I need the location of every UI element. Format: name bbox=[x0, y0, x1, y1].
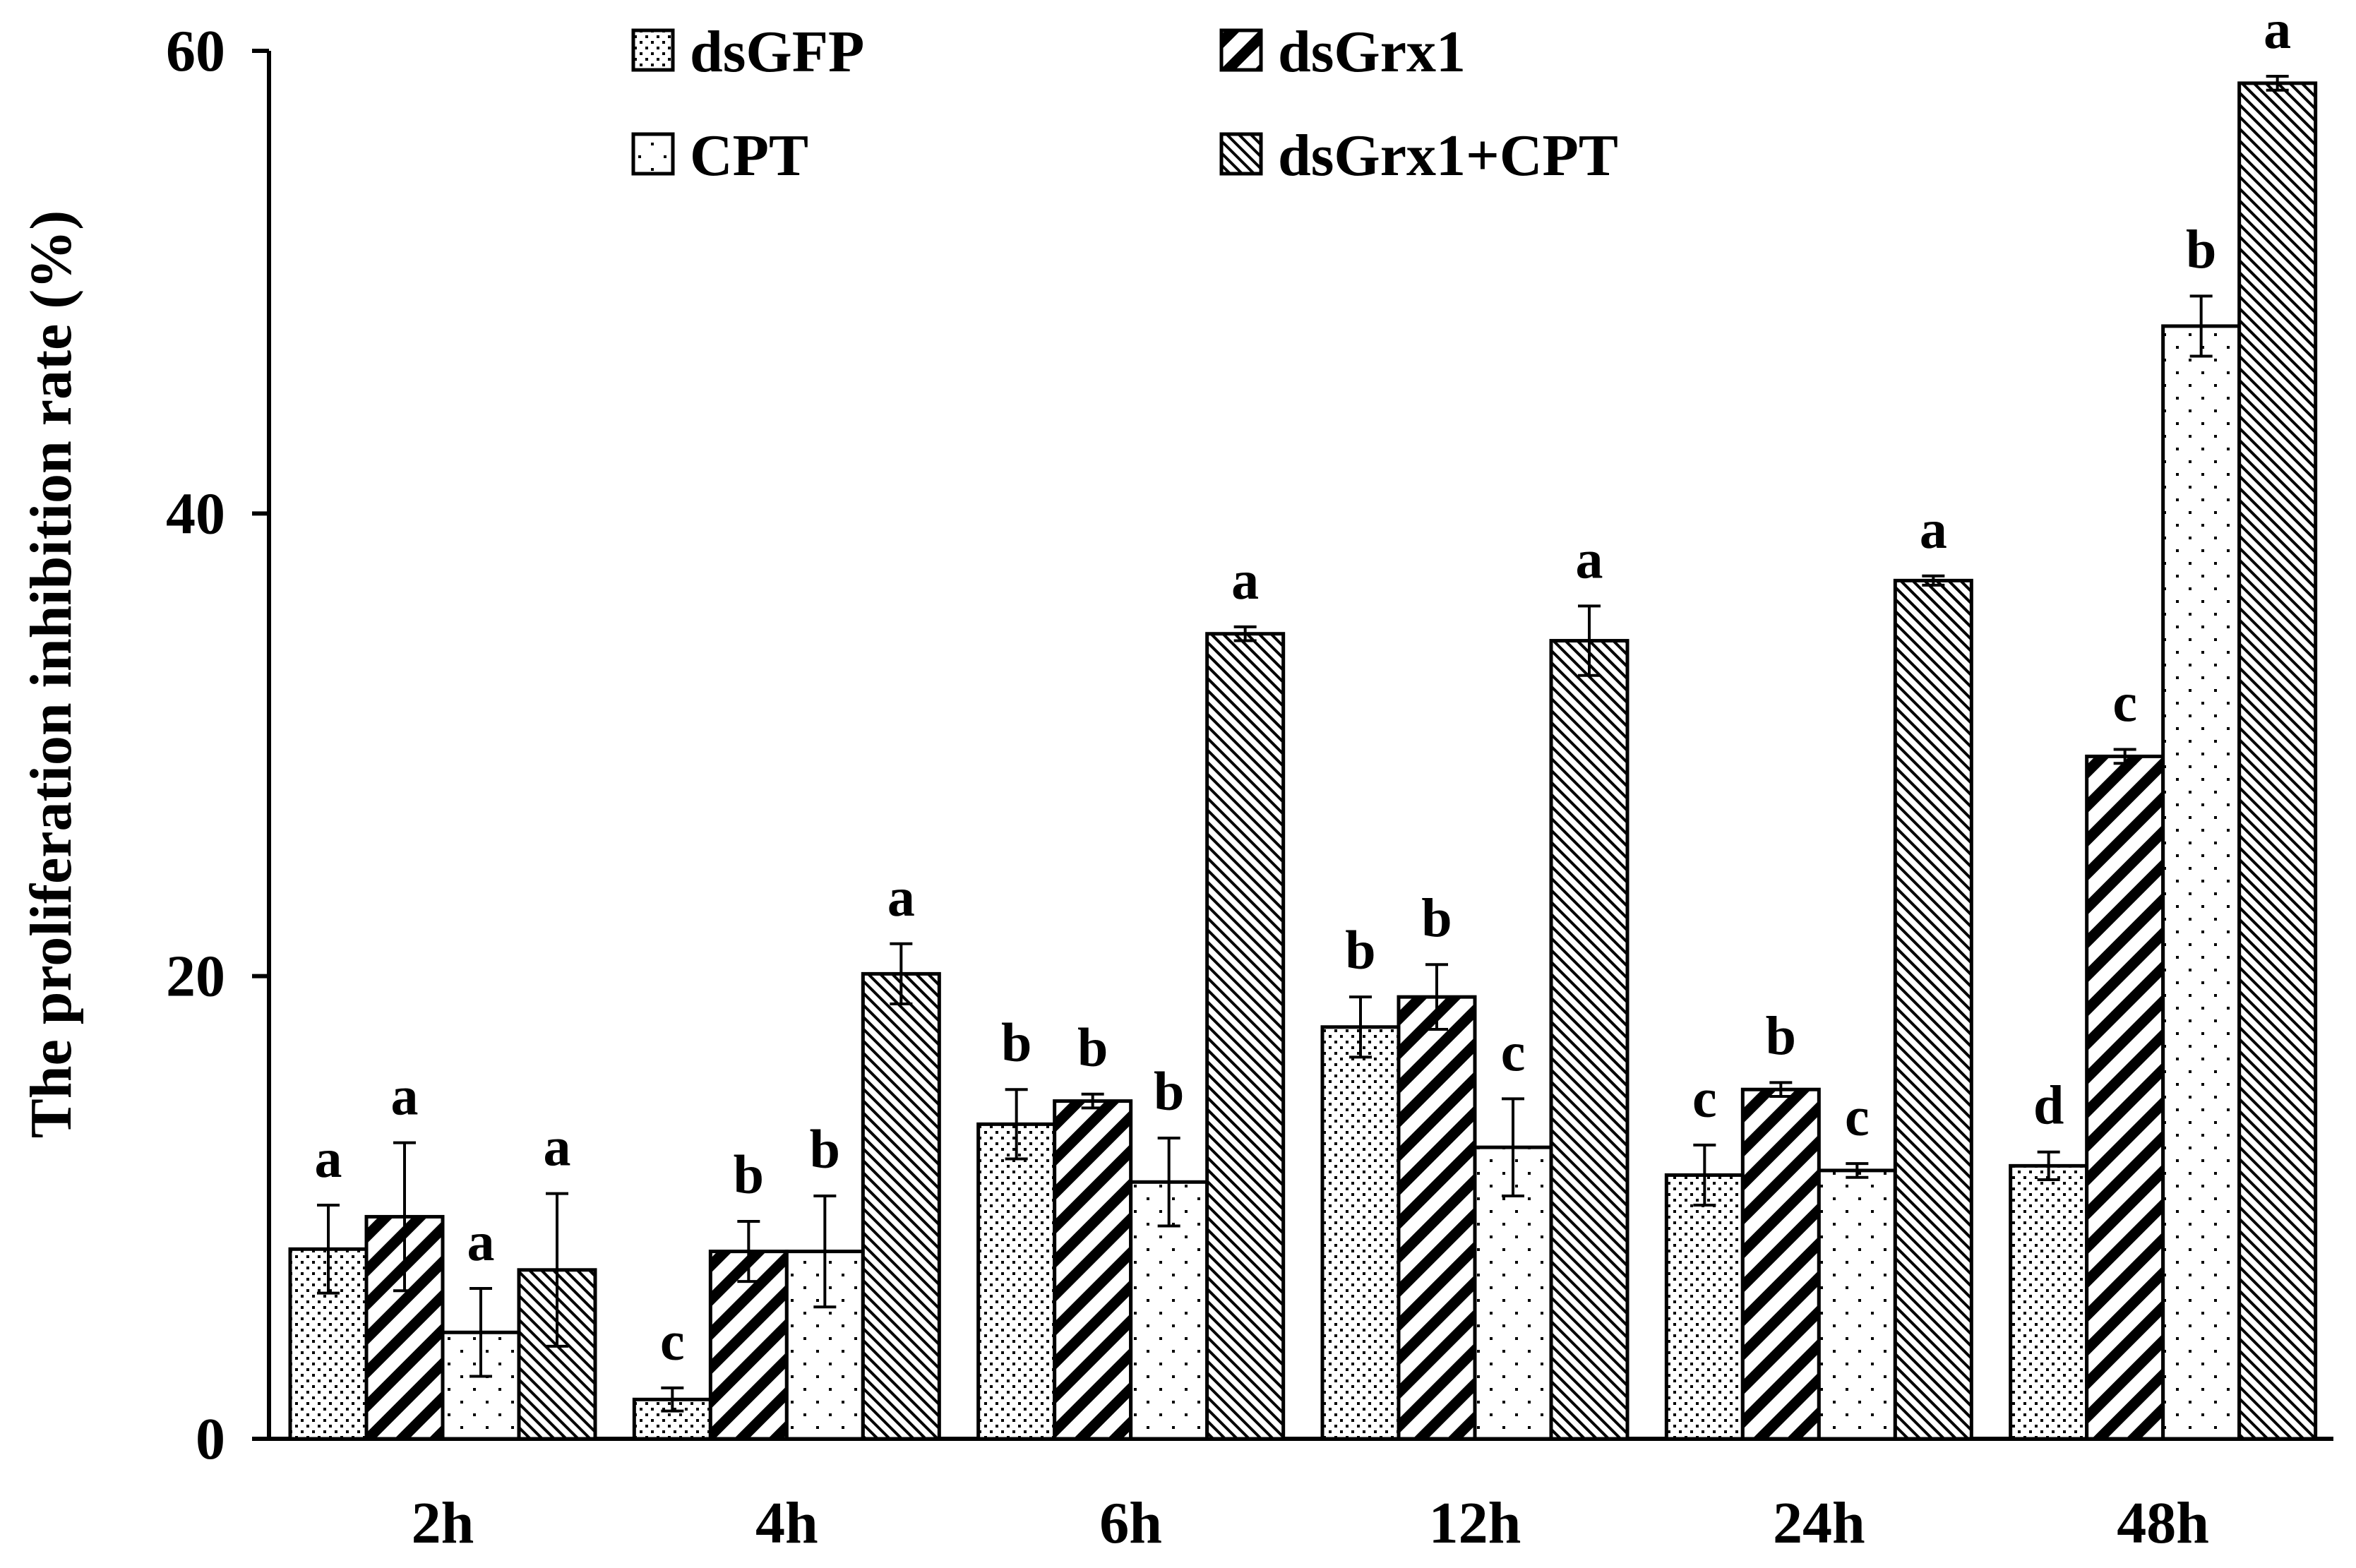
legend-label: dsGrx1 bbox=[1278, 19, 1466, 85]
legend-swatch bbox=[1219, 28, 1263, 72]
significance-letter: b bbox=[1077, 1017, 1108, 1078]
y-tick-label: 60 bbox=[166, 18, 225, 84]
bar-dsGrx1-12h bbox=[1397, 995, 1477, 1441]
significance-letter: b bbox=[810, 1118, 840, 1180]
x-tick-label: 4h bbox=[755, 1490, 818, 1556]
bar-dsGrx1+CPT-4h bbox=[861, 971, 941, 1441]
significance-letter: a bbox=[1920, 498, 1947, 560]
significance-letter: b bbox=[1421, 887, 1452, 948]
bar-dsGrx1-24h bbox=[1740, 1087, 1821, 1441]
significance-letter: c bbox=[2112, 672, 2137, 734]
significance-letter: a bbox=[1231, 549, 1259, 611]
bar-dsGrx1+CPT-24h bbox=[1893, 578, 1973, 1441]
legend-item-dsGrx1+CPT: dsGrx1+CPT bbox=[1219, 123, 1618, 188]
significance-letter: b bbox=[734, 1144, 764, 1205]
legend: dsGFP dsGrx1 CPT dsGrx1+CPT bbox=[631, 19, 1618, 188]
significance-letter: d bbox=[2033, 1075, 2064, 1136]
bar-group-48h: d c b a bbox=[2009, 0, 2318, 1441]
significance-letter: c bbox=[1845, 1086, 1870, 1147]
bar-group-12h: bb c a bbox=[1320, 528, 1630, 1441]
significance-letter: a bbox=[467, 1211, 495, 1272]
x-tick-label: 24h bbox=[1773, 1490, 1865, 1556]
significance-letter: c bbox=[1501, 1021, 1526, 1082]
significance-letter: a bbox=[544, 1116, 571, 1178]
y-tick-label: 0 bbox=[196, 1406, 225, 1472]
legend-item-dsGrx1: dsGrx1 bbox=[1219, 19, 1466, 85]
significance-letter: a bbox=[391, 1065, 419, 1127]
legend-swatch bbox=[631, 132, 675, 176]
legend-item-CPT: CPT bbox=[631, 123, 808, 188]
legend-swatch bbox=[631, 28, 675, 72]
significance-letter: a bbox=[1576, 528, 1603, 590]
x-tick-label: 2h bbox=[412, 1490, 474, 1556]
legend-item-dsGFP: dsGFP bbox=[631, 19, 864, 85]
bar-group-24h: cbc a bbox=[1664, 498, 1973, 1441]
y-axis-label: The proliferation inhibition rate (%) bbox=[18, 210, 84, 1138]
y-tick-label: 40 bbox=[166, 481, 225, 546]
bar-CPT-48h bbox=[2161, 324, 2242, 1441]
y-tick-label: 20 bbox=[166, 944, 225, 1010]
significance-letter: a bbox=[315, 1127, 342, 1189]
legend-swatch bbox=[1219, 132, 1263, 176]
legend-label: CPT bbox=[690, 123, 808, 188]
significance-letter: b bbox=[1345, 919, 1375, 981]
bar-CPT-24h bbox=[1817, 1168, 1897, 1441]
x-tick-label: 12h bbox=[1429, 1490, 1521, 1556]
significance-letter: a bbox=[2264, 0, 2291, 60]
x-tick-label: 48h bbox=[2117, 1490, 2209, 1556]
axes: 0 20 40 60 2h 4h 6h 12h 24h 48h bbox=[166, 18, 2333, 1556]
x-tick-label: 6h bbox=[1099, 1490, 1162, 1556]
bar-dsGFP-12h bbox=[1320, 1025, 1401, 1441]
significance-letter: b bbox=[2186, 218, 2216, 280]
bar-dsGrx1+CPT-48h bbox=[2237, 81, 2318, 1441]
significance-letter: b bbox=[1001, 1012, 1032, 1073]
significance-letter: b bbox=[1766, 1005, 1796, 1066]
bar-dsGrx1-48h bbox=[2085, 754, 2165, 1441]
bar-dsGrx1-6h bbox=[1053, 1099, 1133, 1441]
bar-dsGFP-24h bbox=[1664, 1173, 1745, 1441]
bar-dsGFP-48h bbox=[2009, 1163, 2089, 1441]
significance-letter: c bbox=[660, 1310, 685, 1372]
bar-group-6h: b bba bbox=[976, 549, 1286, 1441]
significance-letter: b bbox=[1154, 1060, 1184, 1122]
significance-letter: c bbox=[1692, 1067, 1717, 1129]
bar-group-4h: c b b a bbox=[632, 866, 941, 1441]
legend-label: dsGrx1+CPT bbox=[1278, 123, 1618, 188]
legend-label: dsGFP bbox=[690, 19, 864, 85]
bar-dsGFP-6h bbox=[976, 1122, 1057, 1441]
bar-dsGrx1+CPT-12h bbox=[1549, 639, 1630, 1441]
significance-letter: a bbox=[887, 866, 915, 928]
bar-dsGrx1+CPT-6h bbox=[1205, 632, 1286, 1441]
